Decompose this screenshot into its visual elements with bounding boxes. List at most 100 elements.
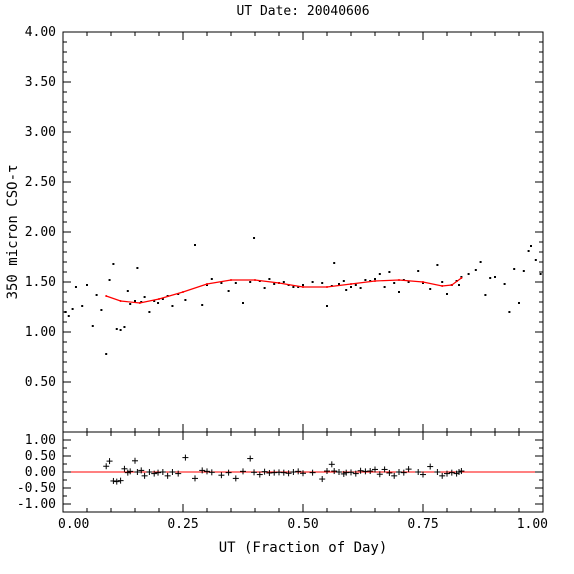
residual-point bbox=[182, 454, 189, 461]
residual-point bbox=[225, 469, 232, 476]
residual-point bbox=[159, 469, 166, 475]
data-point bbox=[321, 282, 324, 284]
residual-point bbox=[352, 470, 359, 477]
x-tick-label: 0.25 bbox=[167, 517, 198, 532]
data-point bbox=[161, 298, 164, 300]
fit-point bbox=[105, 295, 108, 297]
data-point bbox=[115, 328, 118, 330]
fit-point bbox=[450, 284, 453, 286]
data-point bbox=[100, 309, 103, 311]
residual-point bbox=[427, 463, 434, 470]
fit-point bbox=[158, 298, 160, 300]
main-data-points bbox=[64, 237, 542, 355]
y-tick-label: 0.00 bbox=[25, 465, 56, 480]
data-point bbox=[338, 283, 340, 285]
data-point bbox=[522, 270, 525, 272]
data-point bbox=[263, 287, 266, 289]
fit-point bbox=[206, 283, 208, 285]
residual-point bbox=[169, 469, 176, 475]
residual-point bbox=[381, 466, 388, 473]
residual-point bbox=[420, 471, 426, 478]
fit-point bbox=[302, 286, 304, 288]
residual-point bbox=[386, 469, 393, 476]
data-point bbox=[479, 261, 482, 263]
data-point bbox=[359, 287, 362, 289]
residual-point bbox=[331, 468, 338, 475]
residual-point bbox=[295, 468, 302, 475]
data-point bbox=[249, 281, 252, 283]
data-point bbox=[91, 325, 94, 327]
residual-data-points bbox=[103, 454, 465, 485]
main-y-axis: 4.00 3.50 3.00 2.50 2.00 1.50 1.00 0.50 bbox=[25, 25, 543, 433]
y-tick-label: 1.00 bbox=[25, 325, 56, 340]
data-point bbox=[234, 282, 237, 284]
fit-point bbox=[254, 279, 256, 281]
data-point bbox=[326, 305, 328, 307]
fit-point bbox=[182, 291, 184, 293]
data-point bbox=[112, 263, 115, 265]
data-point bbox=[74, 286, 77, 288]
fit-point bbox=[441, 285, 444, 287]
residual-point bbox=[367, 468, 374, 475]
data-point bbox=[364, 279, 367, 281]
data-point bbox=[227, 290, 230, 292]
data-point bbox=[220, 282, 223, 284]
residual-point bbox=[208, 469, 215, 476]
residual-point bbox=[376, 471, 383, 478]
data-point bbox=[81, 305, 84, 307]
residual-point bbox=[146, 469, 153, 475]
x-axis-label: UT (Fraction of Day) bbox=[219, 540, 388, 556]
residual-y-axis: 1.000.500.00-0.50-1.00 bbox=[17, 431, 543, 513]
fit-point bbox=[398, 279, 400, 281]
fit-point bbox=[422, 281, 424, 283]
residual-point bbox=[391, 472, 398, 479]
residual-point bbox=[290, 469, 297, 475]
residual-point bbox=[444, 470, 450, 477]
residual-point bbox=[138, 467, 145, 474]
residual-point bbox=[372, 466, 378, 473]
residual-point bbox=[103, 463, 110, 470]
data-point bbox=[539, 273, 542, 275]
data-point bbox=[282, 281, 285, 283]
data-point bbox=[534, 259, 537, 261]
residual-point bbox=[106, 458, 113, 465]
main-plot-frame bbox=[62, 31, 544, 433]
data-point bbox=[171, 305, 174, 307]
data-point bbox=[71, 308, 74, 310]
residual-point bbox=[309, 469, 316, 476]
residual-point bbox=[164, 472, 171, 479]
data-point bbox=[527, 250, 530, 252]
y-tick-label: -0.50 bbox=[17, 481, 56, 496]
data-point bbox=[388, 271, 391, 273]
data-point bbox=[123, 326, 126, 328]
residual-point bbox=[348, 469, 354, 476]
y-tick-label: 3.50 bbox=[25, 75, 56, 90]
residual-point bbox=[400, 469, 407, 476]
residual-point bbox=[192, 475, 198, 482]
x-tick-label: 1.00 bbox=[517, 517, 548, 532]
data-point bbox=[297, 286, 300, 288]
data-point bbox=[242, 302, 244, 304]
data-point bbox=[86, 284, 88, 286]
residual-point bbox=[155, 469, 162, 476]
y-tick-label: 1.50 bbox=[25, 275, 56, 290]
data-point bbox=[268, 278, 271, 280]
y-tick-label: 1.00 bbox=[25, 433, 56, 448]
residual-point bbox=[199, 467, 206, 474]
data-point bbox=[393, 282, 396, 284]
data-point bbox=[354, 284, 357, 286]
data-point bbox=[474, 269, 477, 271]
residual-point bbox=[458, 468, 465, 475]
data-point bbox=[184, 299, 187, 301]
data-point bbox=[311, 281, 314, 283]
data-point bbox=[273, 283, 276, 285]
data-point bbox=[253, 237, 256, 239]
data-point bbox=[64, 311, 67, 313]
data-point bbox=[119, 329, 122, 331]
x-axis: 0.00 0.25 0.50 0.75 1.00 bbox=[58, 432, 548, 532]
data-point bbox=[374, 278, 376, 280]
residual-point bbox=[396, 469, 402, 475]
data-point bbox=[126, 290, 129, 292]
data-point bbox=[530, 245, 532, 247]
